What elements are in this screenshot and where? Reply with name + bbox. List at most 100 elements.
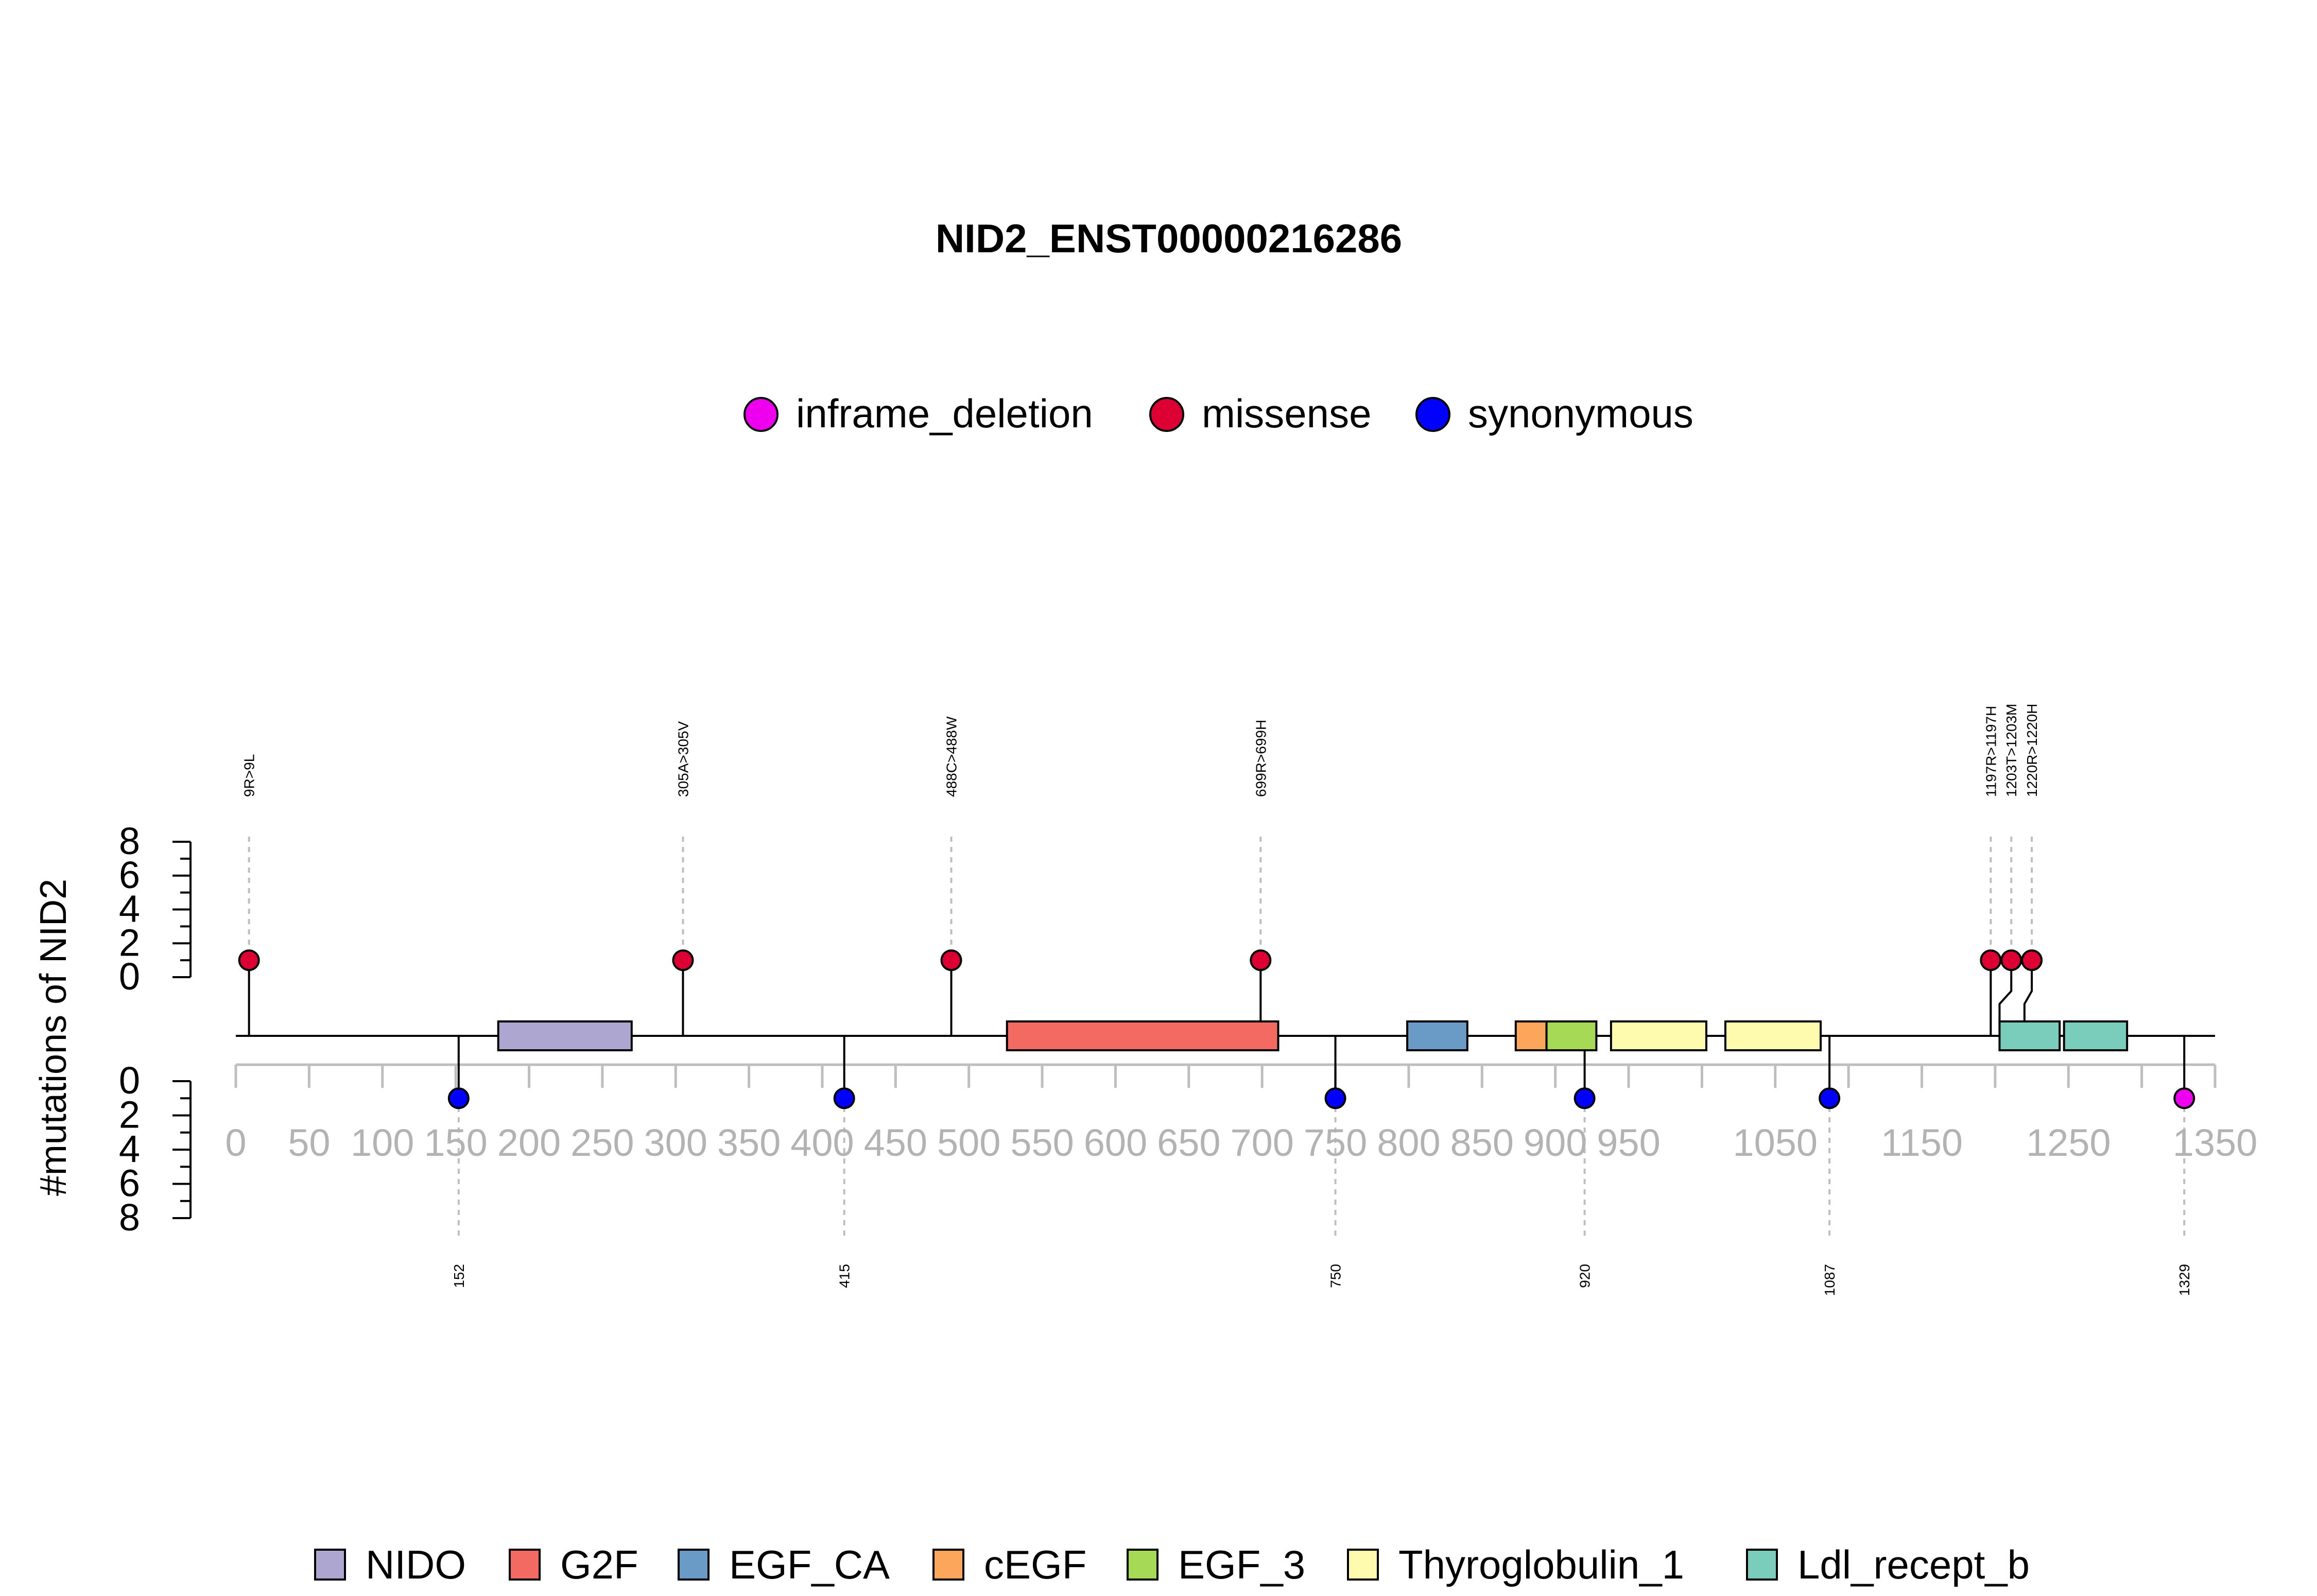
mutation-legend-swatch [1149,397,1184,432]
domain-g2f [1006,1020,1279,1051]
y-axis-top-tick-label: 8 [119,820,140,862]
guide-lines [248,837,2186,1241]
x-axis-tick-label: 550 [1010,1121,1074,1164]
mutation-label: 152 [451,1264,467,1288]
mutation-label: 1197R>1197H [1983,706,1999,797]
mutation-label: 1329 [2176,1264,2192,1296]
mutation-label: 9R>9L [241,754,257,797]
y-axis-bottom-tick-label: 6 [119,1162,140,1205]
mutation-legend-swatch [1415,397,1450,432]
mutation-head [1574,1087,1596,1109]
x-axis-tick-label: 700 [1230,1121,1293,1164]
domain-legend-swatch [1127,1549,1158,1581]
domain-legend-label: NIDO [366,1542,466,1587]
mutation-label: 1203T>1203M [2003,704,2019,797]
mutation-head [447,1087,470,1109]
domain-legend-label: EGF_3 [1178,1542,1305,1587]
mutation-head [2000,949,2022,972]
x-axis-tick-label: 0 [225,1121,246,1164]
domain-legend-swatch [509,1549,541,1581]
x-axis-tick-label: 100 [351,1121,414,1164]
x-axis-tick-label: 600 [1084,1121,1147,1164]
protein-domains [497,1020,2129,1051]
domain-legend: NIDO G2F EGF_CA cEGF EGF_3 Thyroglobulin_1 Ldl… [314,1542,2030,1587]
x-axis-tick-label: 1050 [1733,1121,1818,1164]
x-axis-tick-label: 850 [1450,1121,1514,1164]
domain-ldl-recept-b [1998,1020,2061,1051]
domain-legend-label: Ldl_recept_b [1797,1542,2030,1587]
mutation-label: 750 [1328,1264,1344,1288]
domain-legend-label: G2F [560,1542,638,1587]
x-axis-tick-label: 450 [864,1121,927,1164]
y-axis-bottom-tick-label: 0 [119,1059,140,1102]
mutation-head [1324,1087,1346,1109]
x-axis-tick-label: 650 [1157,1121,1220,1164]
mutation-head [1980,949,2002,972]
x-axis-tick-label: 1350 [2173,1121,2258,1164]
mutation-label: 415 [837,1264,853,1288]
domain-legend-swatch [1746,1549,1778,1581]
domain-egf-ca [1406,1020,1468,1051]
x-axis-tick-label: 750 [1304,1121,1367,1164]
mutation-head [940,949,962,972]
x-axis-tick-label: 900 [1524,1121,1587,1164]
domain-legend-label: cEGF [984,1542,1086,1587]
mutation-head [1250,949,1272,972]
domain-thyroglobulin-1 [1724,1020,1822,1051]
x-axis-tick-label: 500 [937,1121,1000,1164]
y-axis-bottom-tick-label: 2 [119,1094,140,1136]
y-axis-top-tick-label: 2 [119,921,140,964]
mutation-label: 1220R>1220H [2024,704,2040,797]
mutation-head [2173,1087,2195,1109]
x-axis-tick-label: 200 [497,1121,561,1164]
domain-legend-label: Thyroglobulin_1 [1398,1542,1684,1587]
x-axis-tick-label: 950 [1597,1121,1660,1164]
mutation-legend-label: synonymous [1468,391,1693,436]
domain-ldl-recept-b [2063,1020,2129,1051]
mutation-label: 488C>488W [944,716,960,797]
y-axis-top-tick-label: 4 [119,888,140,930]
y-axis-top-tick-label: 6 [119,854,140,896]
mutation-stem [1998,960,2013,1036]
x-axis-tick-label: 800 [1377,1121,1440,1164]
x-axis: 0 50 100 150 200 250 300 350 400 450 500 550 600 650 7… [225,1063,2258,1164]
domain-legend-swatch [314,1549,346,1581]
mutation-head [833,1087,855,1109]
y-axis-bottom-tick-label: 4 [119,1127,140,1170]
mutation-label: 920 [1577,1264,1593,1288]
mutation-head [672,949,694,972]
domain-legend-swatch [932,1549,964,1581]
mutation-legend-label: inframe_deletion [796,391,1093,436]
mutation-legend-label: missense [1202,391,1371,436]
mutation-stem [2023,960,2033,1036]
lollipop-heads [238,949,2195,1109]
domain-legend-swatch [678,1549,710,1581]
x-axis-tick-label: 150 [424,1121,487,1164]
mutation-legend-swatch [743,397,779,432]
mutation-legend: inframe_deletion missense synonymous [743,391,1693,436]
y-axis-bottom-tick-label: 8 [119,1196,140,1239]
x-axis-tick-label: 350 [717,1121,781,1164]
x-axis-tick-label: 300 [644,1121,707,1164]
mutation-head [1819,1087,1841,1109]
mutation-head [238,949,260,972]
chart-title: NID2_ENST00000216286 [936,216,1402,261]
domain-egf-3 [1545,1020,1598,1051]
mutation-head [2021,949,2043,972]
domain-thyroglobulin-1 [1610,1020,1707,1051]
domain-legend-label: EGF_CA [729,1542,890,1587]
domain-legend-swatch [1347,1549,1379,1581]
mutation-label: 1087 [1822,1264,1838,1296]
x-axis-tick-label: 250 [570,1121,634,1164]
x-axis-tick-label: 50 [288,1121,330,1164]
y-axis-label: #mutations of NID2 [33,879,74,1196]
y-axis-top-tick-label: 0 [119,955,140,998]
x-axis-tick-label: 1250 [2026,1121,2111,1164]
mutation-labels: 9R>9L 305A>305V 488C>488W 699R>699H 1197R>11… [241,704,2193,1296]
domain-cegf [1514,1020,1548,1051]
mutation-label: 305A>305V [675,721,691,797]
x-axis-tick-label: 1150 [1881,1121,1963,1164]
